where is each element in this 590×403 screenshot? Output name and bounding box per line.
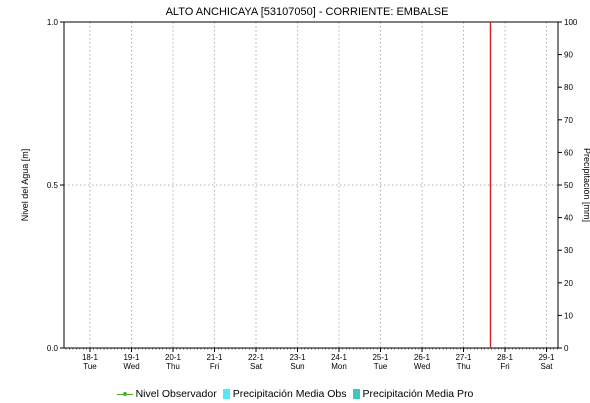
y-right-tick-label: 40 [564, 214, 573, 223]
legend-label: Precipitación Media Pro [362, 388, 474, 400]
x-tick-label-date: 18-1 [82, 353, 99, 362]
legend-item-precip-pro: Precipitación Media Pro [352, 388, 474, 400]
y-right-tick-label: 100 [564, 18, 578, 27]
x-tick-label-date: 21-1 [206, 353, 223, 362]
x-tick-label-date: 20-1 [165, 353, 182, 362]
y-right-tick-label: 80 [564, 83, 573, 92]
legend-line-marker-icon [116, 389, 133, 399]
x-tick-label-date: 22-1 [248, 353, 265, 362]
x-tick-label-date: 25-1 [372, 353, 389, 362]
x-tick-label-date: 26-1 [414, 353, 431, 362]
x-tick-label-day: Tue [374, 362, 388, 371]
x-tick-label-day: Wed [123, 362, 139, 371]
x-tick-label-date: 28-1 [497, 353, 514, 362]
y-axis-label-right: Precipitación [mm] [582, 148, 590, 222]
y-right-tick-label: 10 [564, 311, 573, 320]
x-tick-label-day: Mon [331, 362, 347, 371]
y-axis-right: 0 10 20 30 40 50 60 70 80 90 100 [558, 18, 578, 353]
y-right-tick-label: 30 [564, 246, 573, 255]
chart: ALTO ANCHICAYA [53107050] - CORRIENTE: E… [20, 6, 590, 371]
legend-label: Nivel Observador [135, 388, 217, 400]
y-axis-label-left: Nivel del Agua [m] [20, 149, 30, 222]
x-tick-label-day: Sat [250, 362, 263, 371]
y-tick-label: 1.0 [47, 18, 59, 27]
x-tick-label-day: Sat [540, 362, 553, 371]
y-right-tick-label: 60 [564, 148, 573, 157]
x-tick-label-date: 23-1 [289, 353, 306, 362]
legend-swatch-icon [352, 389, 360, 399]
plot-area [63, 21, 559, 349]
x-tick-label-date: 29-1 [538, 353, 555, 362]
x-tick-label-day: Thu [457, 362, 471, 371]
x-tick-label-date: 24-1 [331, 353, 348, 362]
legend: Nivel Observador Precipitación Media Obs… [0, 386, 590, 402]
legend-item-precip-obs: Precipitación Media Obs [222, 388, 347, 400]
y-right-tick-label: 20 [564, 279, 573, 288]
legend-item-nivel: Nivel Observador [116, 388, 217, 400]
y-axis-left: 0.0 0.5 1.0 [47, 18, 64, 353]
y-tick-label: 0.0 [47, 344, 59, 353]
x-tick-label-date: 27-1 [455, 353, 472, 362]
x-tick-label-day: Wed [414, 362, 430, 371]
chart-title: ALTO ANCHICAYA [53107050] - CORRIENTE: E… [166, 6, 449, 18]
y-right-tick-label: 50 [564, 181, 573, 190]
x-tick-label-day: Tue [83, 362, 97, 371]
x-tick-label-day: Fri [500, 362, 510, 371]
x-tick-label-day: Sun [290, 362, 304, 371]
y-right-tick-label: 70 [564, 116, 573, 125]
legend-label: Precipitación Media Obs [232, 388, 347, 400]
x-axis: 18-1Tue19-1Wed20-1Thu21-1Fri22-1Sat23-1S… [65, 348, 558, 371]
x-tick-label-day: Fri [210, 362, 220, 371]
legend-swatch-icon [222, 389, 230, 399]
y-right-tick-label: 90 [564, 51, 573, 60]
grid [64, 22, 558, 348]
x-tick-label-date: 19-1 [123, 353, 140, 362]
x-tick-label-day: Thu [166, 362, 180, 371]
y-tick-label: 0.5 [47, 181, 59, 190]
y-right-tick-label: 0 [564, 344, 569, 353]
